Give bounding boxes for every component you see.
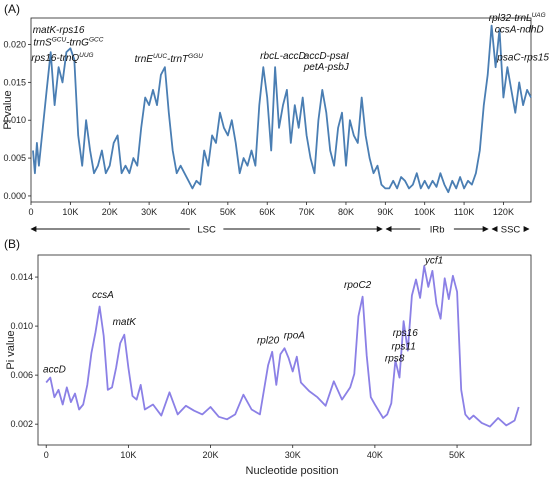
series-line [45, 265, 520, 428]
panel-b-x-axis-title: Nucleotide position [246, 465, 339, 477]
y-tick-label: 0.020 [3, 40, 26, 50]
x-tick-label: 40K [180, 207, 196, 217]
annotation-label: rps8 [385, 354, 405, 365]
annotation-label: rpoC2 [344, 280, 372, 291]
y-tick-label: 0.015 [3, 77, 26, 87]
panel-a-region-bar: LSC IRb SSC [30, 225, 530, 236]
annotation-label: rps11 [392, 341, 416, 352]
x-tick-label: 60K [259, 207, 275, 217]
panel-a: (A) Pi value 0.000 0.005 0.010 0.015 0.020 0 1… [2, 2, 549, 236]
annotation-label: ccsA-ndhD [495, 24, 544, 35]
y-tick-label: 0.005 [3, 153, 26, 163]
annotation-label: rps16 [393, 328, 418, 339]
x-tick-label: 120K [493, 207, 514, 217]
x-tick-label: 110K [454, 207, 474, 217]
x-tick-label: 100K [414, 207, 435, 217]
x-tick-label: 50K [449, 450, 465, 460]
annotation-label: petA-psbJ [303, 62, 350, 73]
annotation-label: psaC-rps15 [496, 52, 549, 63]
y-tick-label: 0.010 [3, 115, 26, 125]
panel-b-annotations: accD ccsA matK rpl20 rpoA rpoC2 rps16 rps11 rps8… [43, 256, 443, 376]
y-tick-label: 0.014 [10, 272, 33, 282]
y-tick-label: 0.006 [10, 370, 33, 380]
y-tick-label: 0.000 [3, 191, 26, 201]
panel-b-y-axis-title: Pi value [5, 330, 17, 369]
x-tick-label: 20K [102, 207, 118, 217]
plot-frame [30, 17, 532, 203]
annotation-label: ccsA [92, 290, 114, 301]
x-tick-label: 20K [203, 450, 219, 460]
panel-a-label: (A) [4, 2, 20, 16]
annotation-label: trnSGCU​-trnGGCC​ [33, 36, 103, 48]
panel-a-series [32, 24, 532, 194]
x-tick-label: 80K [338, 207, 354, 217]
annotation-label: ycf1 [424, 256, 443, 267]
region-label: SSC [501, 225, 521, 236]
annotation-label: rpoA [284, 330, 305, 341]
panel-a-y-axis-title: Pi value [2, 90, 14, 129]
y-tick-label: 0.002 [10, 419, 33, 429]
panel-a-axes: 0.000 0.005 0.010 0.015 0.020 0 10K 20K 30K 40K 50… [3, 17, 532, 217]
x-tick-label: 90K [377, 207, 393, 217]
x-tick-label: 40K [367, 450, 383, 460]
y-tick-label: 0.010 [10, 321, 33, 331]
annotation-label: matK-rps16 [33, 25, 85, 36]
panel-b-axes: 0.002 0.006 0.010 0.014 0 10K 20K 30K 40K 50K [10, 254, 532, 460]
panel-b-label: (B) [4, 237, 20, 251]
series-line [32, 24, 532, 194]
x-tick-label: 10K [120, 450, 136, 460]
region-label: LSC [197, 225, 216, 236]
x-tick-label: 70K [299, 207, 315, 217]
x-tick-label: 30K [285, 450, 301, 460]
annotation-label: trnEUUC​-trnTGGU​ [135, 53, 204, 65]
annotation-label: rps16-trnQUUG​ [31, 52, 93, 64]
annotation-label: accD-psaI [304, 51, 349, 62]
x-tick-label: 50K [220, 207, 236, 217]
plot-frame [37, 254, 532, 446]
annotation-label: matK [113, 317, 138, 328]
region-label: IRb [430, 225, 445, 236]
x-tick-label: 0 [44, 450, 49, 460]
panel-b-series [45, 265, 520, 428]
panel-b: (B) Pi value Nucleotide position 0.0020.… [4, 237, 532, 477]
annotation-label: rpl32-trnLUAG​ [489, 12, 546, 24]
annotation-label: rpl20 [257, 335, 280, 346]
x-tick-label: 0 [28, 207, 33, 217]
x-tick-label: 10K [62, 207, 78, 217]
annotation-label: accD [43, 365, 66, 376]
annotation-label: rbcL-accD [260, 51, 306, 62]
x-tick-label: 30K [141, 207, 157, 217]
